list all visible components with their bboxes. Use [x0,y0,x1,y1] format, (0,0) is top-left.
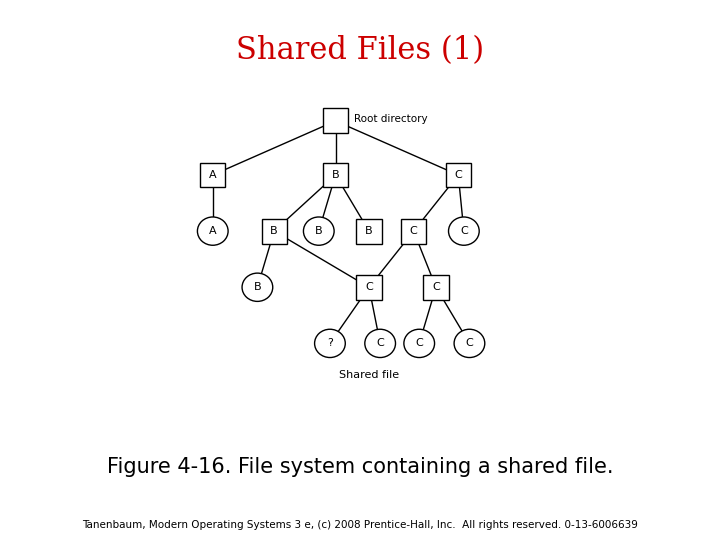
Text: A: A [209,170,217,180]
Ellipse shape [303,217,334,245]
Text: Shared file: Shared file [339,369,399,380]
FancyBboxPatch shape [323,109,348,133]
Ellipse shape [315,329,346,357]
FancyBboxPatch shape [261,219,287,244]
FancyBboxPatch shape [401,219,426,244]
Ellipse shape [365,329,395,357]
FancyBboxPatch shape [423,275,449,300]
Text: ?: ? [327,339,333,348]
Ellipse shape [449,217,480,245]
Ellipse shape [242,273,273,301]
Text: B: B [332,170,339,180]
Text: C: C [365,282,373,292]
FancyBboxPatch shape [356,275,382,300]
Text: C: C [432,282,440,292]
Text: B: B [315,226,323,236]
Ellipse shape [454,329,485,357]
FancyBboxPatch shape [446,163,471,187]
Text: B: B [270,226,278,236]
FancyBboxPatch shape [200,163,225,187]
Ellipse shape [404,329,435,357]
Text: Tanenbaum, Modern Operating Systems 3 e, (c) 2008 Prentice-Hall, Inc.  All right: Tanenbaum, Modern Operating Systems 3 e,… [82,520,638,530]
Ellipse shape [197,217,228,245]
FancyBboxPatch shape [323,163,348,187]
Text: A: A [209,226,217,236]
Text: C: C [377,339,384,348]
Text: C: C [466,339,473,348]
Text: Figure 4-16. File system containing a shared file.: Figure 4-16. File system containing a sh… [107,457,613,477]
Text: B: B [253,282,261,292]
Text: C: C [454,170,462,180]
Text: B: B [365,226,373,236]
Text: C: C [410,226,418,236]
Text: C: C [460,226,468,236]
FancyBboxPatch shape [356,219,382,244]
Text: Root directory: Root directory [354,114,427,124]
Text: Shared Files (1): Shared Files (1) [236,35,484,66]
Text: C: C [415,339,423,348]
